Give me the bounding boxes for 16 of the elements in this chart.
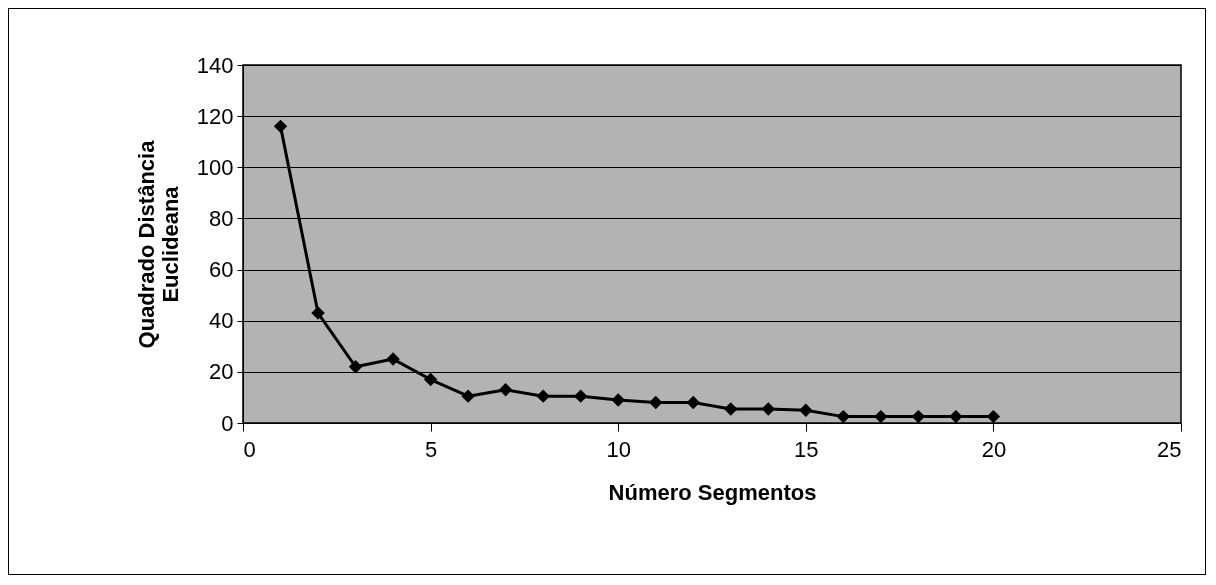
x-tick-label: 15	[794, 436, 819, 462]
y-tick-label: 20	[209, 359, 234, 385]
x-tick-label: 5	[424, 436, 438, 462]
y-tick-label: 100	[196, 154, 234, 180]
y-tick-label: 40	[209, 308, 234, 334]
x-tick-label: 20	[981, 436, 1007, 462]
y-tick-label: 120	[196, 103, 234, 129]
y-tick-label: 0	[221, 410, 234, 436]
x-tick-label: 25	[1157, 436, 1182, 462]
x-tick-label: 0	[243, 436, 256, 462]
x-axis-title: Número Segmentos	[608, 479, 817, 505]
y-tick-label: 140	[196, 52, 234, 78]
x-tick-label: 10	[606, 436, 631, 462]
y-axis-title: Quadrado Distância Euclideana	[133, 139, 183, 349]
y-tick-label: 60	[209, 257, 234, 283]
y-tick-label: 80	[209, 205, 234, 231]
